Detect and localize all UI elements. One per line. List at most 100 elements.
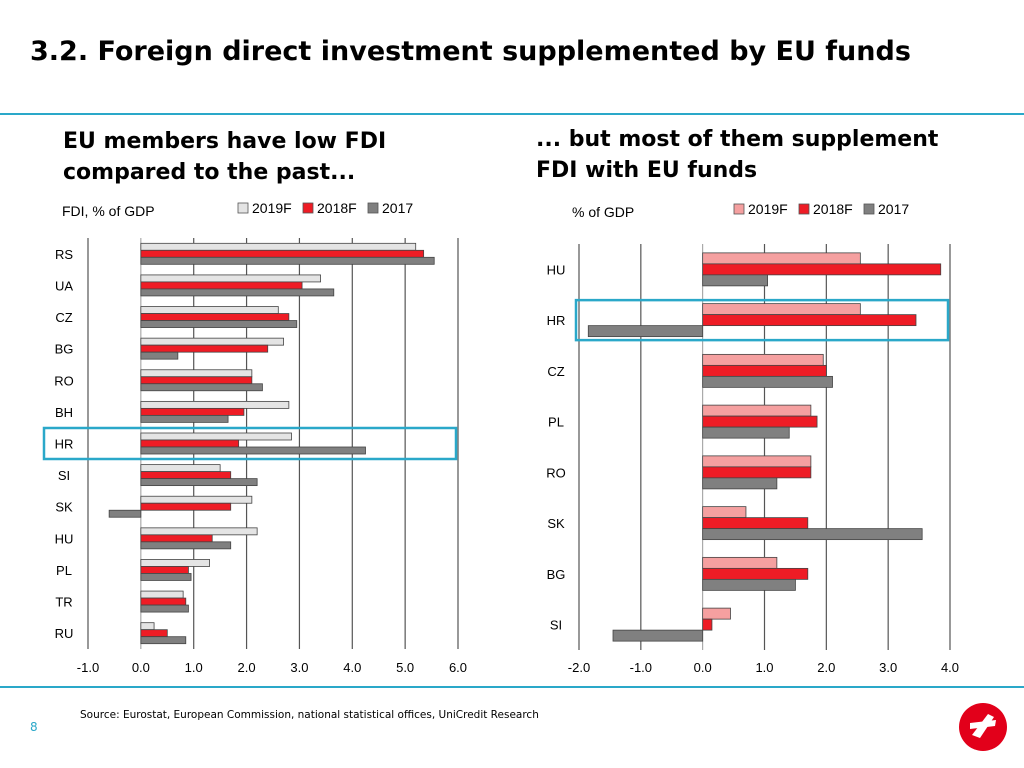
bar-pl-2018f	[140, 566, 189, 574]
bar-sk-2018f	[702, 517, 809, 530]
bar-sk-2019f	[702, 506, 747, 519]
bar-bg-2018f	[140, 344, 269, 353]
bar-ro-2018f	[702, 466, 812, 479]
legend-swatch	[237, 202, 249, 214]
left-subtitle-line2: compared to the past...	[63, 160, 356, 185]
x-tick-label: -1.0	[77, 660, 99, 675]
bar-sk-2017	[702, 528, 923, 541]
right-subtitle-line1: ... but most of them supplement	[536, 127, 939, 152]
source-note: Source: Eurostat, European Commission, n…	[80, 709, 539, 721]
bar-cz-2018f	[140, 313, 290, 321]
bar-ro-2019f	[702, 455, 812, 468]
fdi-eu-funds-chart-right: % of GDP 2019F 2018F 2017 -2.0 -1.0 0.0 1.0 2.0 3…	[538, 195, 988, 680]
legend-label: 2017	[878, 201, 909, 217]
unicredit-logo	[958, 702, 1008, 756]
bar-bg-2019f	[140, 337, 284, 346]
category-label: HU	[55, 531, 74, 546]
bar-bh-2017	[140, 414, 229, 423]
bar-ro-2018f	[140, 376, 253, 385]
bar-bg-2017	[702, 578, 796, 591]
bar-bh-2018f	[140, 407, 245, 416]
x-tick-label: 0.0	[694, 660, 712, 675]
bar-ru-2019f	[140, 622, 155, 631]
bar-si-2017	[140, 478, 258, 487]
bar-sk-2018f	[140, 502, 232, 511]
bar-si-2019f	[140, 464, 221, 473]
bar-bg-2018f	[702, 567, 809, 580]
bar-tr-2019f	[140, 590, 184, 599]
bar-hu-2019f	[702, 252, 861, 265]
legend-swatch	[798, 203, 810, 215]
bar-hr-2017	[587, 325, 704, 338]
bar-sk-2017	[108, 509, 142, 518]
bar-hr-2019f	[140, 432, 292, 441]
bar-ro-2017	[140, 383, 263, 392]
legend-label: 2019F	[252, 200, 292, 216]
category-label: BG	[547, 567, 566, 582]
category-label: RS	[55, 247, 73, 262]
bar-hu-2018f	[702, 263, 942, 276]
category-label: PL	[548, 415, 564, 430]
category-label: RU	[55, 626, 74, 641]
bar-pl-2018f	[702, 415, 818, 428]
bar-cz-2017	[140, 320, 298, 328]
bar-bg-2017	[140, 351, 179, 360]
bar-si-2018f	[702, 618, 713, 631]
x-tick-label: 5.0	[396, 660, 414, 675]
bottom-divider	[0, 686, 1024, 688]
right-subtitle: ... but most of them supplement FDI with…	[536, 124, 938, 186]
category-label: TR	[55, 595, 72, 610]
axis-title: FDI, % of GDP	[62, 203, 155, 219]
category-label: CZ	[547, 364, 564, 379]
bar-tr-2018f	[140, 597, 187, 606]
category-label: CZ	[55, 310, 72, 325]
legend-swatch	[733, 203, 745, 215]
category-label: PL	[56, 563, 72, 578]
legend-label: 2019F	[748, 201, 788, 217]
category-label: HR	[547, 313, 566, 328]
bar-si-2018f	[140, 471, 232, 480]
bar-ro-2017	[702, 477, 778, 490]
x-tick-label: 4.0	[343, 660, 361, 675]
bar-sk-2019f	[140, 495, 253, 504]
bar-hr-2017	[140, 446, 366, 455]
x-tick-label: 4.0	[941, 660, 959, 675]
bar-hu-2017	[140, 541, 232, 550]
bar-rs-2018f	[140, 249, 425, 258]
bar-hu-2017	[702, 274, 768, 287]
x-tick-label: -1.0	[630, 660, 652, 675]
legend-swatch	[367, 202, 379, 214]
x-tick-label: 6.0	[449, 660, 467, 675]
x-tick-label: 2.0	[817, 660, 835, 675]
legend-swatch	[863, 203, 875, 215]
bar-ru-2017	[140, 636, 187, 645]
bar-cz-2019f	[140, 306, 279, 314]
category-label: HU	[547, 262, 566, 277]
bar-cz-2019f	[702, 353, 824, 366]
bar-hu-2019f	[140, 527, 258, 536]
bar-ua-2018f	[140, 281, 303, 290]
bar-ua-2019f	[140, 274, 321, 283]
legend-label: 2017	[382, 200, 413, 216]
legend-label: 2018F	[813, 201, 853, 217]
category-label: SI	[550, 618, 562, 633]
page-number: 8	[30, 720, 38, 734]
axis-title: % of GDP	[572, 204, 634, 220]
right-subtitle-line2: FDI with EU funds	[536, 158, 758, 183]
bar-si-2017	[612, 629, 704, 642]
bar-hr-2018f	[140, 439, 240, 448]
category-label: SI	[58, 468, 70, 483]
bar-ua-2017	[140, 288, 335, 297]
x-tick-label: 1.0	[185, 660, 203, 675]
bar-rs-2017	[140, 256, 435, 265]
fdi-chart-left: FDI, % of GDP 2019F 2018F 2017 -1.0 0.0 1.0 2.0…	[42, 195, 494, 680]
bar-cz-2017	[702, 375, 833, 388]
category-label: RO	[54, 373, 74, 388]
bar-pl-2019f	[140, 559, 210, 567]
top-divider	[0, 113, 1024, 115]
x-tick-label: 1.0	[755, 660, 773, 675]
bar-ru-2018f	[140, 629, 168, 638]
legend-label: 2018F	[317, 200, 357, 216]
x-tick-label: 3.0	[290, 660, 308, 675]
category-label: BH	[55, 405, 73, 420]
